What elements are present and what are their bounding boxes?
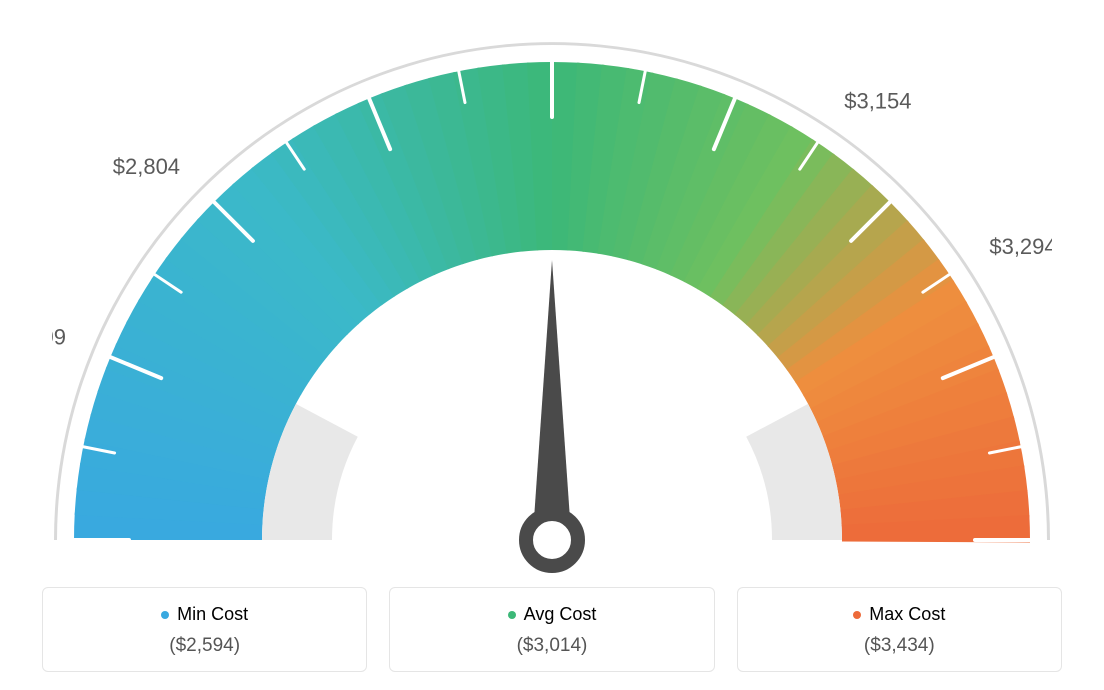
legend-min-title: Min Cost [55,604,354,625]
legend-max-title: Max Cost [750,604,1049,625]
gauge-chart: $2,594$2,699$2,804$3,014$3,154$3,294$3,4… [52,20,1052,580]
legend-max: Max Cost ($3,434) [737,587,1062,672]
svg-text:$3,154: $3,154 [844,89,911,114]
legend-avg-dot [508,611,516,619]
legend-max-value: ($3,434) [750,635,1049,657]
legend-min-dot [161,611,169,619]
svg-text:$2,699: $2,699 [52,325,66,350]
cost-gauge-widget: $2,594$2,699$2,804$3,014$3,154$3,294$3,4… [0,0,1104,690]
legend-max-dot [853,611,861,619]
legend-avg-value: ($3,014) [402,635,701,657]
svg-text:$3,294: $3,294 [989,234,1052,259]
svg-text:$2,804: $2,804 [113,154,180,179]
legend-min: Min Cost ($2,594) [42,587,367,672]
legend-min-label: Min Cost [177,604,248,625]
legend-avg-title: Avg Cost [402,604,701,625]
legend-avg-label: Avg Cost [524,604,597,625]
legend-avg: Avg Cost ($3,014) [389,587,714,672]
legend-min-value: ($2,594) [55,635,354,657]
legend-row: Min Cost ($2,594) Avg Cost ($3,014) Max … [42,587,1062,672]
legend-max-label: Max Cost [869,604,945,625]
